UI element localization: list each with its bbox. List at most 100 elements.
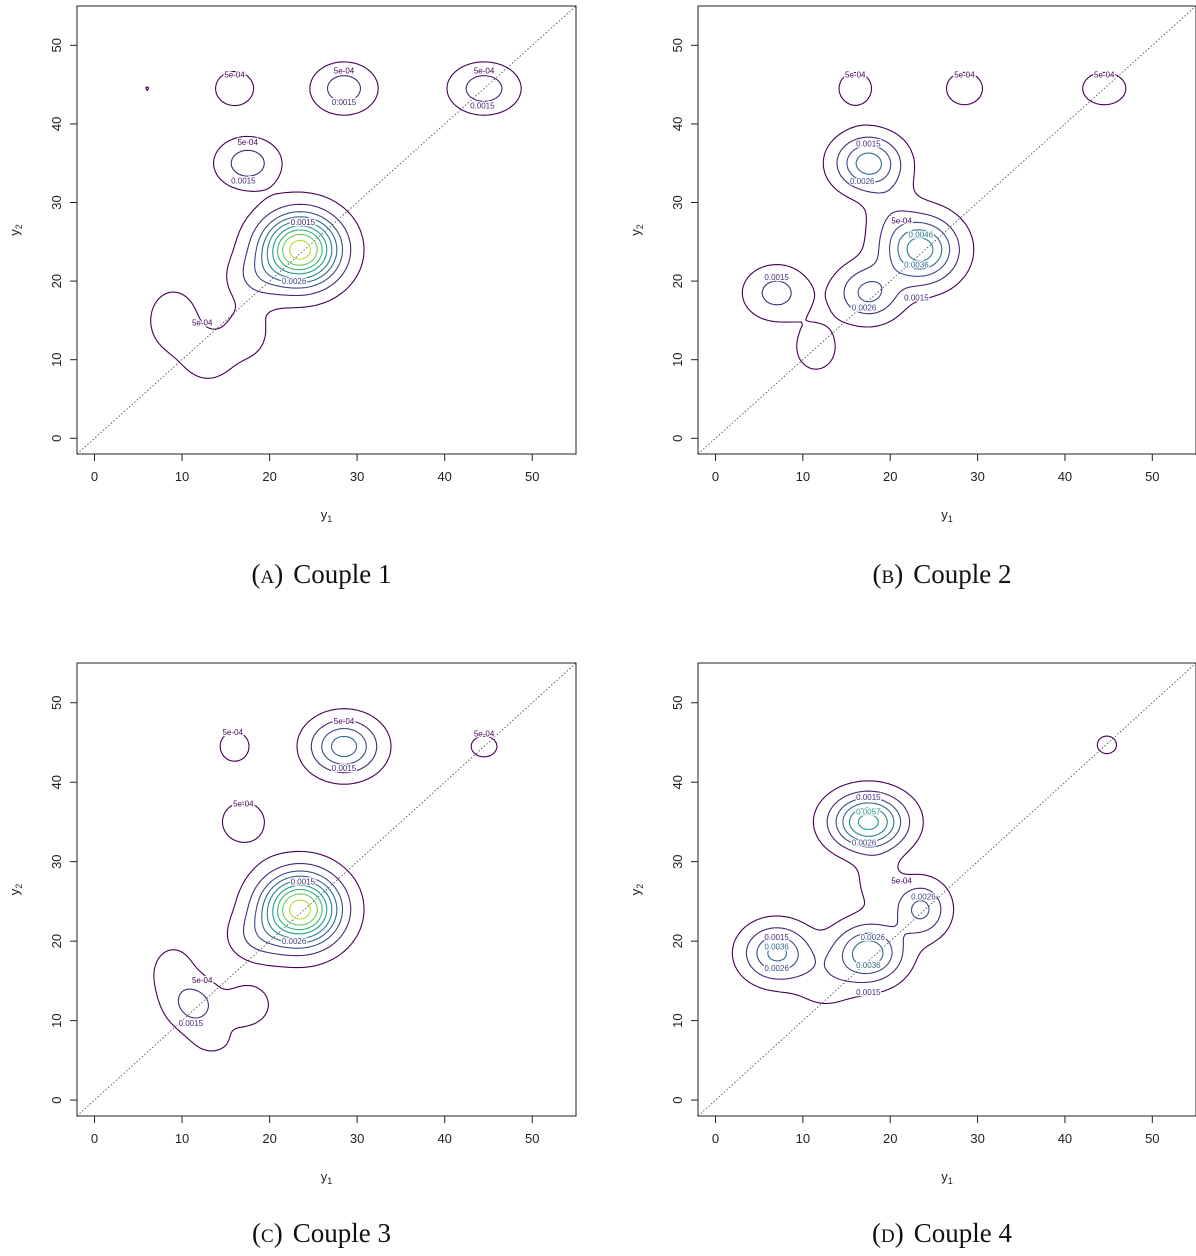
contour-level-8	[289, 239, 311, 260]
y-tick-label: 30	[49, 195, 64, 209]
contour-label: 0.0026	[282, 937, 307, 946]
contour-level-1	[761, 136, 960, 315]
contour-label: 0.0015	[856, 793, 881, 802]
contour-label: 0.0036	[856, 961, 881, 970]
contour-level-2	[846, 144, 951, 303]
contour-label: 0.0015	[179, 1019, 204, 1028]
y-tick-label: 50	[49, 38, 64, 52]
contour-label: 0.0015	[332, 764, 357, 773]
contour-label: 5e-04	[954, 70, 975, 79]
x-tick-label: 10	[175, 469, 189, 484]
y-tick-label: 20	[670, 934, 685, 948]
contour-level-1	[230, 75, 503, 297]
x-tick-label: 20	[262, 1131, 276, 1146]
y-tick-label: 10	[670, 352, 685, 366]
plot-frame	[76, 662, 577, 1117]
plot-frame	[697, 5, 1196, 455]
contour-level-8	[289, 899, 311, 920]
y-tick-label: 0	[49, 1096, 64, 1103]
contour-label: 0.0036	[764, 943, 789, 952]
contour-label: 5e-04	[334, 66, 355, 75]
contour-level-0	[731, 735, 1118, 1005]
contour-level-4	[266, 880, 333, 940]
contour-level-0	[741, 71, 1127, 370]
plot-frame	[76, 5, 577, 455]
contour-label: 5e-04	[334, 717, 355, 726]
y-tick-label: 0	[670, 1096, 685, 1103]
y-axis-label: y2	[628, 884, 645, 896]
contour-label: 5e-04	[233, 800, 254, 809]
y-tick-label: 50	[670, 696, 685, 710]
contour-label: 0.0026	[282, 277, 307, 286]
x-tick-label: 10	[175, 1131, 189, 1146]
contour-label: 0.0015	[764, 273, 789, 282]
x-tick-label: 50	[1145, 469, 1159, 484]
contour-label: 5e-04	[891, 216, 912, 225]
contour-label: 5e-04	[474, 730, 495, 739]
contour-level-7	[282, 893, 318, 926]
x-tick-label: 20	[883, 469, 897, 484]
contour-label: 5e-04	[845, 70, 866, 79]
y-tick-label: 40	[49, 117, 64, 131]
panel-couple-4: 0.00150.00570.00265e-040.00260.00150.003…	[628, 662, 1196, 1248]
contour-level-3	[767, 802, 895, 967]
contour-level-0	[153, 708, 498, 1052]
y-tick-label: 20	[670, 274, 685, 288]
contour-level-4	[266, 220, 333, 280]
y-tick-label: 0	[670, 435, 685, 442]
panel-couple-2: 5e-04 5e-04 5e-04 0.0015 0.0026 5e-04 0.0046 0.…	[628, 5, 1196, 589]
x-tick-label: 40	[437, 469, 451, 484]
y-tick-label: 40	[49, 775, 64, 789]
y-tick-label: 20	[49, 274, 64, 288]
contour-label: 0.0015	[291, 218, 316, 227]
x-axis-label: y1	[321, 507, 333, 524]
y-tick-label: 30	[670, 854, 685, 868]
contour-label: 0.0026	[852, 304, 877, 313]
contour-label: 0.0026	[852, 839, 877, 848]
y-tick-label: 20	[49, 934, 64, 948]
x-tick-label: 10	[796, 1131, 810, 1146]
contour-label: 5e-04	[192, 976, 213, 985]
contour-label: 5e-04	[891, 877, 912, 886]
x-tick-label: 0	[91, 1131, 98, 1146]
y-tick-label: 10	[49, 1013, 64, 1027]
panel-caption: (a) Couple 1	[252, 559, 392, 589]
x-tick-label: 0	[712, 1131, 719, 1146]
y-tick-label: 0	[49, 435, 64, 442]
diagonal-reference-line	[77, 6, 576, 454]
contour-level-1	[177, 719, 378, 1019]
contour-label: 0.0015	[291, 877, 316, 886]
y-tick-label: 40	[670, 117, 685, 131]
x-tick-label: 50	[1145, 1131, 1159, 1146]
x-tick-label: 30	[970, 1131, 984, 1146]
x-tick-label: 0	[712, 469, 719, 484]
plot-frame	[697, 662, 1196, 1117]
contour-level-4	[848, 807, 888, 837]
contour-level-6	[277, 888, 323, 931]
contour-level-2	[254, 727, 367, 949]
panel-caption: (b) Couple 2	[873, 559, 1012, 589]
contour-level-7	[282, 233, 318, 266]
x-tick-label: 40	[437, 1131, 451, 1146]
y-tick-label: 50	[49, 696, 64, 710]
contour-label: 0.0015	[904, 293, 929, 302]
x-axis-label: y1	[321, 1169, 333, 1186]
x-tick-label: 10	[796, 469, 810, 484]
contour-level-2	[254, 211, 344, 289]
panel-couple-1: 5e-04 5e-04 5e-04 0.0015 0.0015 5e-04 0.0015 0.…	[7, 5, 577, 589]
contour-label: 0.0015	[856, 988, 881, 997]
contour-level-1	[745, 790, 942, 984]
contour-label: 0.0046	[909, 231, 934, 240]
contour-level-3	[261, 735, 358, 944]
contour-label: 5e-04	[1094, 70, 1115, 79]
x-tick-label: 30	[350, 469, 364, 484]
panel-couple-3: 5e-04 5e-04 5e-04 0.0015 5e-04 0.0015 0.0026 5e…	[7, 662, 577, 1248]
x-tick-label: 50	[525, 1131, 539, 1146]
contour-level-5	[272, 225, 328, 275]
contour-label: 0.0057	[856, 808, 881, 817]
x-axis-label: y1	[941, 507, 953, 524]
y-tick-label: 30	[670, 195, 685, 209]
contour-label: 5e-04	[237, 138, 258, 147]
x-tick-label: 30	[350, 1131, 364, 1146]
